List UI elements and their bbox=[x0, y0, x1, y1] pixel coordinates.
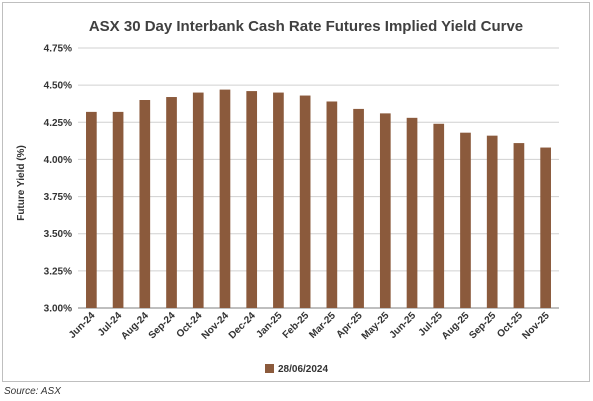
x-tick-label: Feb-25 bbox=[281, 310, 312, 341]
legend-label: 28/06/2024 bbox=[278, 364, 328, 375]
bar-Jul-25 bbox=[433, 123, 445, 309]
bar-Jul-24 bbox=[112, 111, 124, 308]
chart-title: ASX 30 Day Interbank Cash Rate Futures I… bbox=[89, 18, 523, 35]
y-tick-label: 4.00% bbox=[44, 155, 72, 166]
bar-Nov-25 bbox=[540, 147, 551, 308]
x-tick-label: Dec-24 bbox=[227, 310, 258, 341]
x-tick-label: Mar-25 bbox=[307, 310, 338, 341]
y-tick-label: 3.25% bbox=[44, 266, 72, 277]
bar-Aug-25 bbox=[460, 132, 471, 308]
bar-Jan-25 bbox=[273, 92, 284, 308]
x-tick-label: Jan-25 bbox=[254, 310, 284, 340]
bar-Nov-24 bbox=[219, 89, 231, 308]
bar-Sep-24 bbox=[166, 97, 177, 309]
bar-Jun-25 bbox=[406, 117, 418, 308]
bars bbox=[86, 89, 551, 309]
bar-Dec-24 bbox=[246, 91, 258, 308]
bar-Sep-25 bbox=[486, 135, 498, 308]
y-tick-label: 3.75% bbox=[44, 192, 72, 203]
x-tick-label: Nov-24 bbox=[200, 310, 232, 342]
bar-Feb-25 bbox=[299, 95, 311, 309]
legend: 28/06/2024 bbox=[265, 364, 328, 375]
y-tick-label: 4.25% bbox=[44, 118, 72, 129]
bar-Oct-24 bbox=[192, 92, 204, 308]
x-tick-label: Sep-25 bbox=[467, 310, 498, 341]
y-axis-label: Future Yield (%) bbox=[16, 145, 27, 221]
x-tick-label: Nov-25 bbox=[520, 310, 552, 342]
x-tick-label: Aug-24 bbox=[119, 310, 151, 342]
bar-Jun-24 bbox=[86, 111, 97, 308]
x-tick-label: Jun-24 bbox=[67, 310, 98, 341]
bar-Oct-25 bbox=[513, 143, 525, 308]
legend-swatch bbox=[265, 364, 274, 373]
x-tick-label: Sep-24 bbox=[147, 310, 178, 341]
bar-chart: ASX 30 Day Interbank Cash Rate Futures I… bbox=[16, 18, 559, 375]
bar-Aug-24 bbox=[139, 100, 151, 308]
source-note: Source: ASX bbox=[4, 386, 61, 397]
x-tick-label: Aug-25 bbox=[440, 310, 472, 342]
grid-lines bbox=[78, 47, 559, 309]
bar-Mar-25 bbox=[326, 101, 338, 308]
y-axis-ticks: 3.00% 3.25% 3.50% 3.75% 4.00% 4.25% 4.50% 4.75% bbox=[44, 44, 72, 315]
bar-Apr-25 bbox=[353, 108, 364, 309]
chart-frame: ASX 30 Day Interbank Cash Rate Futures I… bbox=[2, 2, 590, 382]
x-tick-label: May-25 bbox=[360, 310, 392, 342]
y-tick-label: 4.75% bbox=[44, 44, 72, 55]
y-tick-label: 3.00% bbox=[44, 304, 72, 315]
y-tick-label: 4.50% bbox=[44, 81, 72, 92]
bar-May-25 bbox=[379, 113, 391, 308]
y-tick-label: 3.50% bbox=[44, 229, 72, 240]
x-axis-ticks: Jun-24Jul-24Aug-24Sep-24Oct-24Nov-24Dec-… bbox=[67, 310, 552, 342]
x-tick-label: Jun-25 bbox=[388, 310, 419, 341]
